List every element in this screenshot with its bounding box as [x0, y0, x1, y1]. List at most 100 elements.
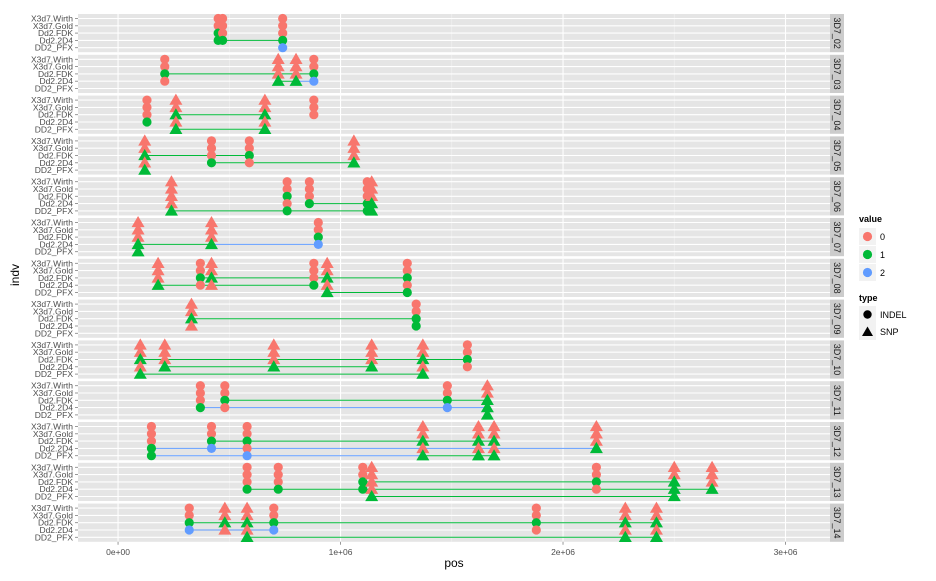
data-point: [487, 420, 501, 432]
data-point: [160, 69, 170, 79]
y-tick-label: Dd2.FDK: [38, 518, 73, 528]
data-point: [347, 156, 361, 168]
data-point: [365, 338, 379, 350]
y-tick-label: X3d7.Wirth: [31, 258, 73, 268]
data-point: [273, 477, 283, 487]
data-point: [267, 360, 281, 372]
data-point: [220, 403, 230, 413]
facet-strip: [830, 299, 844, 338]
y-tick-label: X3d7.Wirth: [31, 503, 73, 513]
y-tick-label: DD2_PFX: [35, 328, 74, 338]
data-point: [220, 381, 230, 391]
data-point: [649, 523, 663, 535]
data-point: [411, 299, 421, 309]
data-point: [462, 340, 472, 350]
data-point: [138, 156, 152, 168]
data-point: [411, 314, 421, 324]
data-point: [131, 223, 145, 235]
data-point: [289, 74, 303, 86]
data-point: [195, 280, 205, 290]
data-point: [471, 449, 485, 461]
y-tick-label: Dd2.FDK: [38, 355, 73, 365]
data-point: [462, 362, 472, 372]
data-point: [258, 100, 272, 113]
data-point: [195, 266, 205, 276]
data-point: [471, 420, 485, 432]
data-point: [313, 217, 323, 228]
data-point: [358, 484, 368, 494]
facet-strip-label: 3D7_08: [832, 262, 842, 294]
data-point: [138, 163, 152, 175]
legend-key-label: 0: [880, 232, 885, 242]
data-point: [365, 468, 379, 480]
data-point: [242, 436, 252, 446]
data-point: [705, 482, 719, 494]
legend-type-title: type: [859, 293, 878, 303]
y-tick-label: DD2_PFX: [35, 206, 74, 216]
data-point: [416, 427, 430, 439]
facet-strip-label: 3D7_06: [832, 181, 842, 213]
y-tick-label: X3d7.Gold: [33, 143, 73, 153]
data-point: [618, 530, 632, 542]
data-point: [309, 76, 319, 86]
data-point: [591, 470, 601, 480]
data-point: [184, 304, 198, 317]
data-point: [242, 484, 252, 494]
x-tick-label: 3e+06: [774, 547, 798, 557]
data-point: [204, 278, 218, 290]
data-point: [462, 347, 472, 357]
y-tick-label: X3d7.Gold: [33, 306, 73, 316]
data-point: [184, 312, 198, 324]
y-tick-label: DD2_PFX: [35, 84, 74, 94]
y-tick-label: DD2_PFX: [35, 410, 74, 420]
data-point: [242, 477, 252, 487]
data-point: [206, 143, 217, 153]
data-point: [667, 475, 681, 487]
facet-panel: 3D7_11 X3d7.WirthX3d7.GoldDd2.FDKDd2.2D4D…: [31, 379, 844, 420]
data-point: [402, 266, 412, 276]
data-point: [218, 516, 232, 528]
y-tick-label: DD2_PFX: [35, 532, 74, 542]
facet-strip-label: 3D7_05: [832, 140, 842, 172]
legend-type-keys: INDEL SNP: [859, 306, 907, 340]
legend: value 0 1 2 type INDEL SNP: [859, 214, 907, 340]
data-point: [589, 420, 603, 432]
legend-value-title: value: [859, 214, 882, 224]
data-point: [278, 35, 288, 46]
y-tick-label: Dd2.FDK: [38, 395, 73, 405]
data-point: [151, 256, 165, 268]
data-point: [184, 319, 198, 331]
data-point: [169, 93, 183, 105]
data-point: [278, 13, 288, 24]
facet-strip: [830, 218, 844, 257]
x-tick-label: 0e+00: [106, 547, 130, 557]
y-tick-label: X3d7.Gold: [33, 470, 73, 480]
y-tick-label: DD2_PFX: [35, 247, 74, 257]
y-tick-label: X3d7.Wirth: [31, 381, 73, 391]
data-point: [184, 510, 194, 520]
data-point: [206, 443, 217, 453]
facet-panel: 3D7_02 X3d7.WirthX3d7.GoldDd2.FDKDd2.2D4D…: [31, 14, 844, 53]
data-point: [649, 508, 663, 521]
facet-strip: [830, 136, 844, 175]
data-point: [471, 434, 485, 446]
data-point: [204, 237, 218, 250]
y-tick-label: DD2_PFX: [35, 369, 74, 379]
data-point: [169, 108, 183, 120]
facet-panel: 3D7_12 X3d7.WirthX3d7.GoldDd2.FDKDd2.2D4D…: [31, 420, 844, 461]
y-tick-label: X3d7.Gold: [33, 429, 73, 439]
data-point: [618, 516, 632, 528]
data-point: [258, 108, 272, 120]
y-tick-label: X3d7.Gold: [33, 62, 73, 72]
data-point: [218, 13, 228, 24]
data-point: [531, 503, 541, 513]
data-point: [142, 110, 152, 120]
data-point: [204, 223, 218, 235]
legend-key-label: INDEL: [880, 310, 907, 320]
y-tick-label: DD2_PFX: [35, 165, 74, 175]
legend-key-label: 1: [880, 250, 885, 260]
data-point: [218, 21, 228, 31]
y-tick-label: Dd2.2D4: [39, 362, 73, 372]
data-point: [160, 62, 170, 72]
